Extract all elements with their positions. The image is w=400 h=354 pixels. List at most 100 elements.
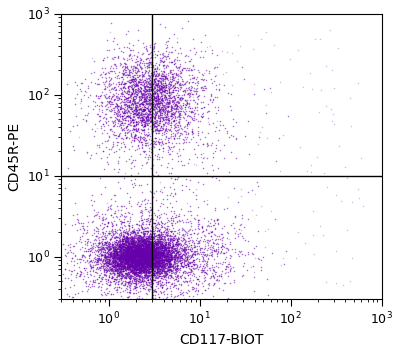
Point [165,243,171,249]
Point [174,64,181,70]
Point [148,247,154,253]
Point [151,43,158,48]
Point [142,154,148,160]
Point [113,248,119,254]
Point [160,237,166,242]
Point [313,154,320,160]
Point [128,252,134,257]
Point [127,250,133,256]
Point [204,143,211,149]
Point [150,263,156,268]
Point [112,253,118,259]
Point [143,61,149,66]
Point [124,249,130,255]
Point [125,72,132,78]
Point [138,245,145,251]
Point [105,105,111,110]
Point [142,257,148,262]
Point [135,244,142,250]
Point [155,251,161,257]
Point [126,249,132,255]
Point [152,256,158,261]
Point [158,245,164,251]
Point [124,134,130,139]
Point [120,258,126,264]
Point [125,255,131,261]
Point [161,88,167,94]
Point [155,263,161,269]
Point [159,257,166,263]
Point [170,111,176,116]
Point [123,242,130,248]
Point [132,276,138,282]
Point [100,248,107,253]
Point [117,250,123,256]
Point [110,119,116,125]
Point [81,227,88,232]
Point [142,117,149,123]
Point [138,243,144,249]
Point [147,248,154,253]
Point [152,249,159,255]
Point [134,128,140,134]
Point [277,263,284,268]
Point [131,259,137,265]
Point [130,157,136,163]
Point [127,235,134,241]
Point [142,236,148,242]
Point [184,122,190,128]
Point [150,269,157,275]
Point [150,79,157,84]
Point [183,229,190,235]
Point [164,76,170,82]
Point [182,263,188,268]
Point [114,274,120,280]
Point [135,253,142,259]
Point [149,131,156,136]
Point [125,240,131,246]
Point [128,255,135,261]
Point [183,132,190,137]
Point [148,87,154,92]
Point [189,286,196,292]
Point [121,216,127,222]
Point [146,263,152,269]
Point [125,244,131,250]
Point [106,241,112,247]
Point [159,252,165,258]
Point [140,255,146,261]
Point [124,258,130,263]
Point [134,241,140,247]
Point [74,219,81,225]
Point [128,263,135,269]
Point [105,138,111,143]
Point [173,241,179,247]
Point [119,251,126,256]
Point [155,255,161,261]
Point [133,280,140,286]
Point [168,105,175,111]
Point [148,263,155,268]
Point [124,295,130,300]
Point [146,213,152,219]
Point [136,227,142,233]
Point [136,262,142,268]
Point [146,283,153,289]
Point [134,246,140,252]
Point [166,115,172,120]
Point [148,233,154,239]
Point [155,268,162,274]
Point [150,227,156,232]
Point [131,252,138,257]
Point [166,261,172,267]
Point [192,251,199,257]
Point [70,243,76,249]
Point [138,253,144,259]
Point [152,262,159,268]
Point [160,263,166,269]
Point [60,271,66,277]
Point [132,262,138,268]
Point [136,242,142,248]
Point [118,259,125,265]
Point [109,267,116,272]
